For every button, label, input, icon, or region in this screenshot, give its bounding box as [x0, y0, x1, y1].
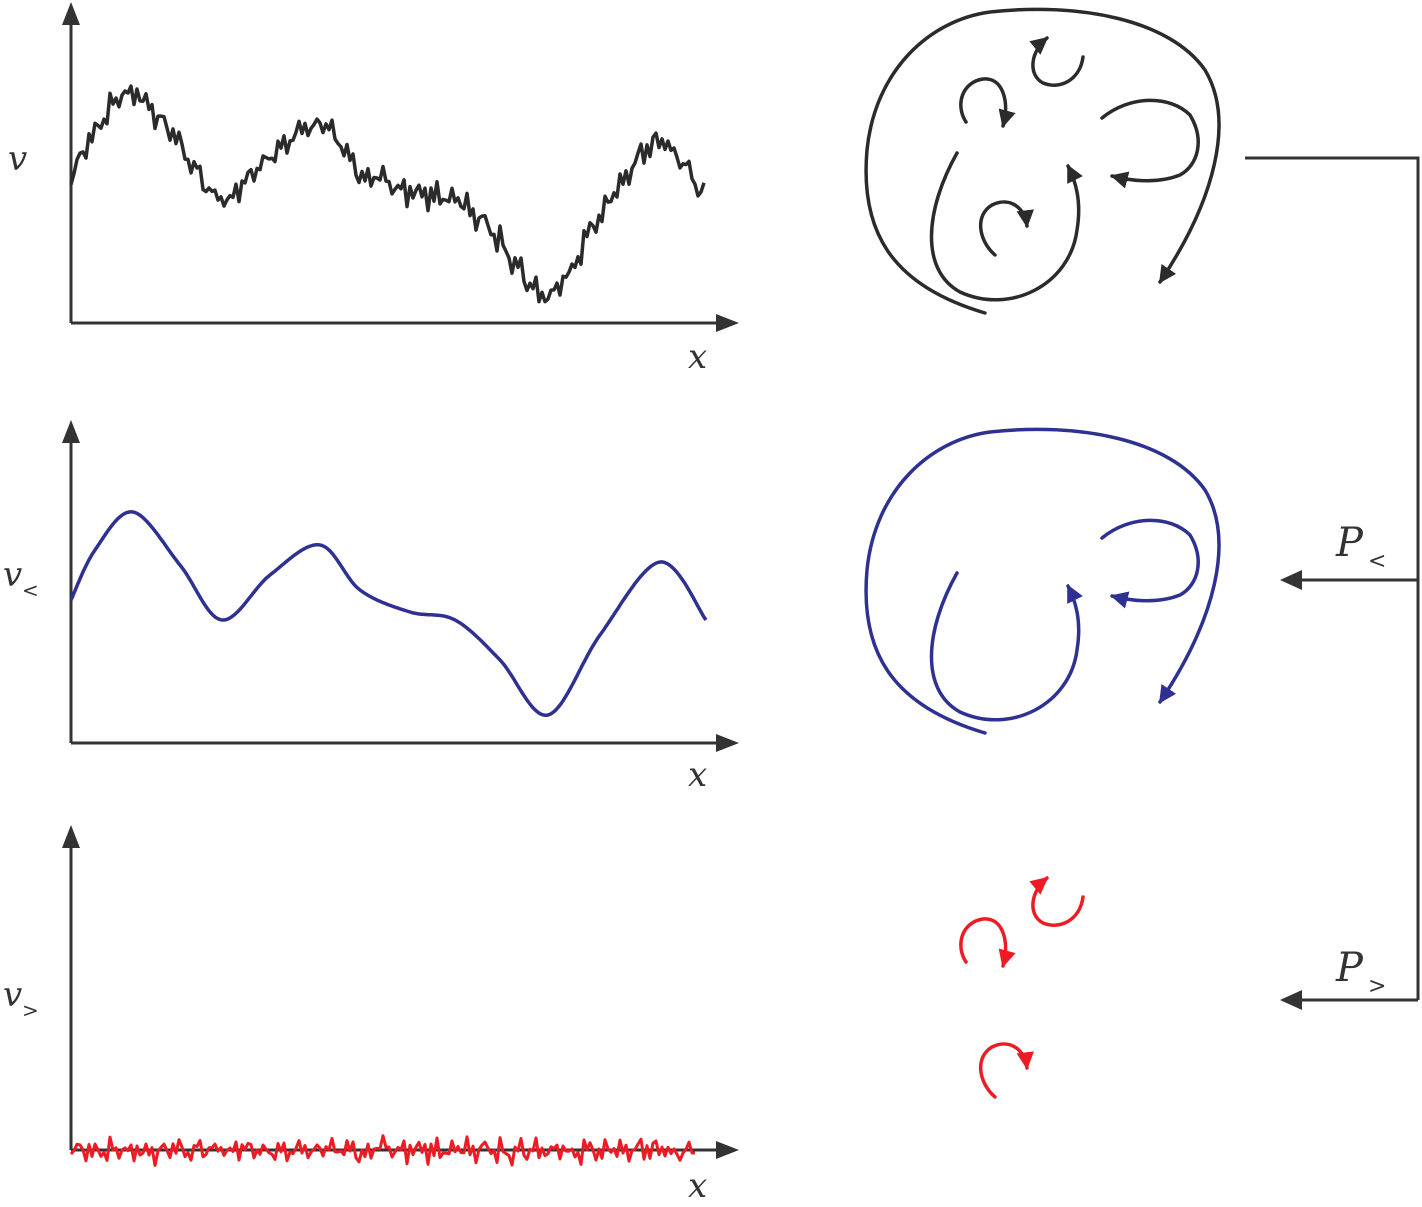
eddies-large-scale	[864, 427, 1221, 735]
x-axis	[71, 314, 739, 332]
y-axis-label: v	[3, 555, 22, 595]
y-axis	[62, 2, 80, 323]
total-velocity-curve	[69, 84, 706, 304]
y-axis	[62, 825, 80, 1150]
small-eddy-arc	[1029, 876, 1085, 927]
small-eddy-arc	[959, 917, 1016, 968]
projection-bracket	[1245, 156, 1420, 1002]
panel-small-scale-velocity: v > x	[3, 825, 739, 1206]
arrow-to-large-scale	[1280, 570, 1302, 590]
medium-eddy-arc	[929, 571, 1083, 722]
small-eddy-arc	[978, 200, 1034, 257]
projector-low-subscript: <	[1368, 549, 1386, 574]
x-axis-label: x	[688, 1166, 707, 1206]
projector-low-label: P	[1335, 520, 1364, 566]
large-eddy-arc	[864, 427, 1221, 735]
large-scale-velocity-curve	[69, 510, 708, 718]
projector-high-subscript: >	[1368, 974, 1386, 999]
medium-eddy-arc	[929, 151, 1083, 302]
small-scale-velocity-curve	[69, 1134, 696, 1167]
small-eddy-arc	[978, 1042, 1034, 1099]
y-axis-label-subscript: <	[22, 578, 39, 602]
y-axis-label: v	[3, 975, 22, 1015]
x-axis	[71, 734, 739, 752]
x-axis-label: x	[688, 337, 707, 377]
panel-large-scale-velocity: v < x	[3, 420, 739, 795]
eddies-small-scale	[959, 876, 1085, 1099]
y-axis	[62, 420, 80, 743]
large-eddy-arc	[864, 7, 1221, 315]
panel-total-velocity: v x	[8, 2, 739, 377]
projector-high-label: P	[1335, 945, 1364, 991]
medium-eddy-arc	[1100, 518, 1200, 609]
arrow-to-small-scale	[1280, 990, 1302, 1010]
y-axis-label-subscript: >	[22, 998, 39, 1022]
y-axis-label: v	[8, 139, 27, 179]
medium-eddy-arc	[1100, 98, 1200, 189]
eddies-total	[864, 7, 1221, 315]
x-axis-label: x	[688, 755, 707, 795]
small-eddy-arc	[959, 77, 1016, 128]
small-eddy-arc	[1029, 36, 1085, 87]
